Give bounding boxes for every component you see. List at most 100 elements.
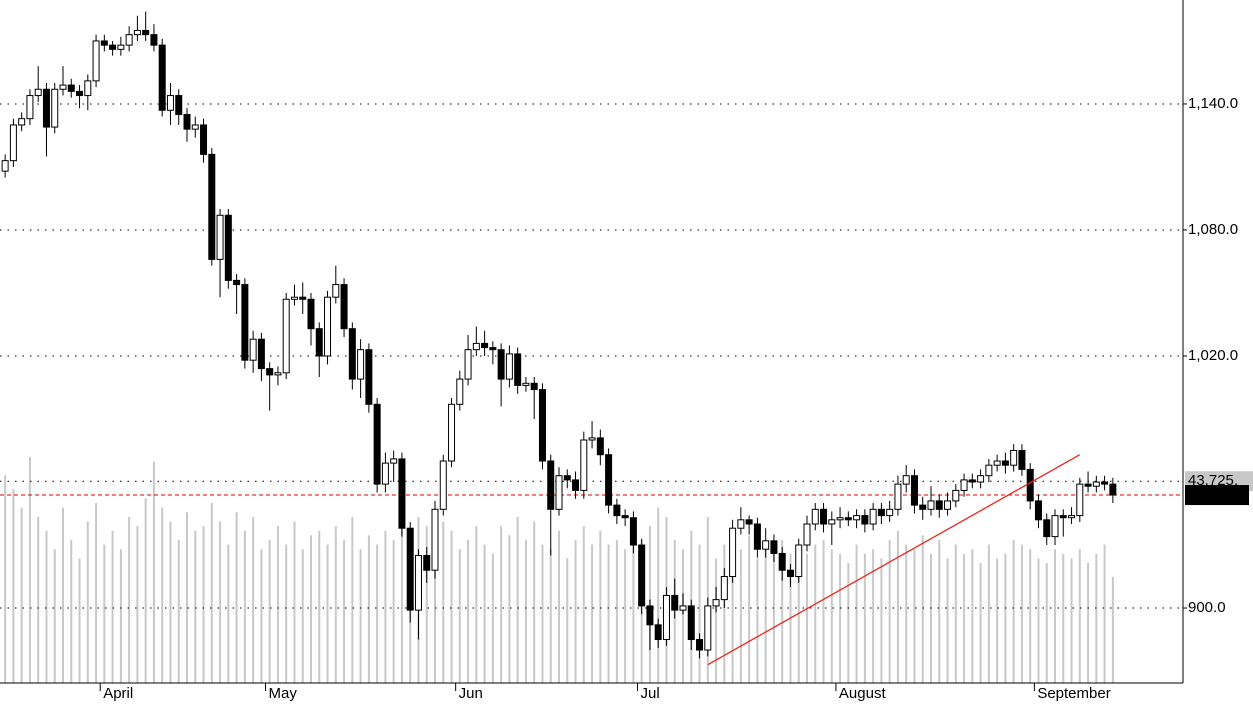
volume-bar (475, 526, 478, 683)
volume-bar (152, 461, 155, 683)
candle-body (720, 576, 728, 601)
candle-layer (1, 11, 1117, 659)
y-tick-label: 1,020.0 (1188, 347, 1238, 364)
volume-bar (400, 521, 403, 683)
volume-bar (541, 544, 544, 683)
volume-bar (748, 535, 751, 683)
volume-bar (855, 544, 858, 683)
candle-body (1001, 460, 1009, 466)
candle-body (26, 95, 34, 120)
volume-bar (772, 549, 775, 683)
volume-bar (384, 530, 387, 683)
candle-body (572, 479, 580, 491)
candle-body (414, 555, 422, 611)
volume-bar (739, 549, 742, 683)
candle-body (1010, 450, 1018, 466)
candle-body (100, 40, 108, 46)
volume-bar (905, 544, 908, 683)
candle-body (762, 540, 770, 550)
candle-body (92, 40, 100, 82)
candle-body (662, 594, 670, 641)
volume-bar (1004, 553, 1007, 683)
candle-body (34, 88, 42, 97)
candle-body (489, 347, 497, 351)
volume-bar (971, 549, 974, 683)
volume-bar (235, 512, 238, 683)
candle-body (208, 153, 216, 260)
volume-bar (896, 530, 899, 683)
candle-body (1043, 519, 1051, 538)
candle-body (406, 527, 414, 611)
candle-body (596, 437, 604, 456)
volume-bar (566, 558, 569, 683)
candle-body (274, 372, 282, 376)
volume-bar (1095, 553, 1098, 683)
y-tick-label: 1,140.0 (1188, 95, 1238, 112)
candle-body (1092, 481, 1100, 487)
volume-bar (524, 539, 527, 683)
volume-bar (1087, 563, 1090, 683)
x-tick-label: August (839, 685, 887, 702)
x-tick-label: Jun (459, 685, 483, 702)
candle-body (448, 403, 456, 462)
volume-bar (781, 539, 784, 683)
volume-bar (996, 558, 999, 683)
candle-body (786, 569, 794, 578)
candle-body (753, 523, 761, 550)
volume-bar (624, 549, 627, 683)
candle-body (266, 368, 274, 376)
volume-bar (37, 516, 40, 683)
candle-body (142, 29, 150, 36)
volume-bar (508, 535, 511, 683)
volume-bar (442, 521, 445, 683)
volume-bar (86, 521, 89, 683)
volume-bar (715, 558, 718, 683)
volume-bar (847, 563, 850, 683)
volume-bar (946, 558, 949, 683)
volume-bar (136, 526, 139, 683)
volume-bar (268, 539, 271, 683)
volume-bar (119, 549, 122, 683)
candle-body (820, 508, 828, 525)
candle-body (150, 34, 158, 46)
candle-body (423, 555, 431, 571)
volume-bar (814, 544, 817, 683)
volume-bar (822, 539, 825, 683)
volume-bar (450, 530, 453, 683)
candle-body (629, 517, 637, 546)
volume-bar (756, 558, 759, 683)
candle-body (200, 124, 208, 155)
candle-body (522, 382, 530, 386)
volume-bar (78, 558, 81, 683)
volume-bar (987, 544, 990, 683)
volume-bar (376, 544, 379, 683)
candle-body (778, 552, 786, 571)
candle-body (745, 519, 753, 525)
candle-body (1084, 483, 1092, 487)
volume-bar (351, 516, 354, 683)
grid-layer (0, 103, 1183, 609)
candle-body (894, 483, 902, 510)
candle-body (803, 523, 811, 546)
volume-bar (1103, 544, 1106, 683)
candle-body (605, 454, 613, 506)
volume-bar (326, 544, 329, 683)
volume-bar (1070, 558, 1073, 683)
volume-bar (698, 544, 701, 683)
volume-bar (657, 507, 660, 683)
candle-body (671, 594, 679, 611)
candle-body (340, 284, 348, 330)
candle-body (836, 517, 844, 521)
candle-body (877, 508, 885, 517)
volume-bar (210, 503, 213, 683)
volume-bar (186, 512, 188, 683)
candle-body (828, 519, 836, 525)
volume-layer (4, 456, 1114, 683)
candle-body (580, 439, 588, 491)
candle-body (431, 508, 439, 571)
candle-body (1, 160, 9, 172)
volume-bar (806, 553, 808, 683)
candle-body (679, 605, 687, 611)
candle-body (1026, 468, 1034, 502)
volume-bar (938, 539, 941, 683)
